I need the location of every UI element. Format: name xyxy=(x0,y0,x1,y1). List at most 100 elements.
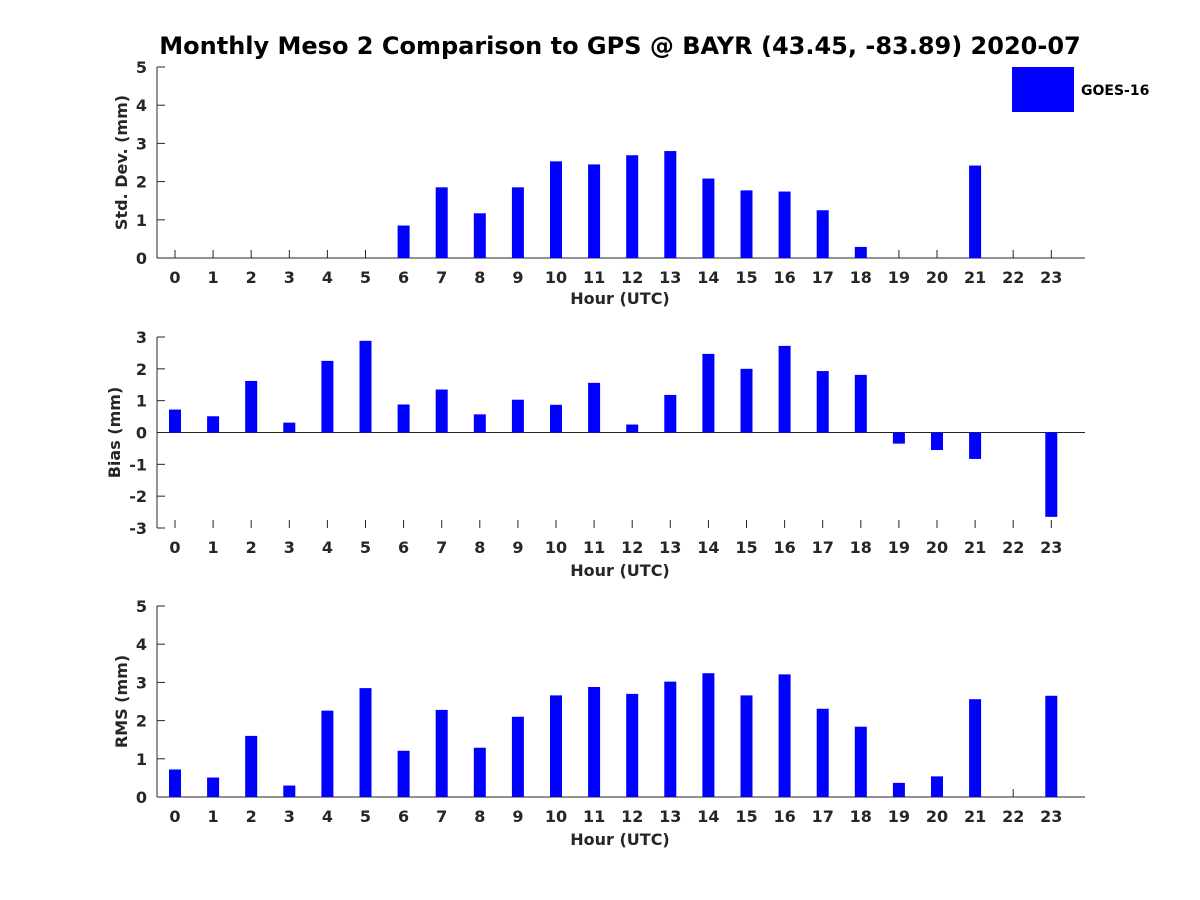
bar-std-dev-hour-17 xyxy=(816,210,829,258)
x-tick-label: 0 xyxy=(169,268,180,287)
bar-bias-hour-6 xyxy=(397,404,410,433)
x-tick-label: 1 xyxy=(208,807,219,826)
bar-rms-hour-16 xyxy=(778,674,791,797)
y-tick-label: 5 xyxy=(136,58,147,77)
y-tick-label: 0 xyxy=(136,424,147,443)
bar-rms-hour-0 xyxy=(169,769,181,797)
x-tick-label: 8 xyxy=(474,807,485,826)
bar-rms-hour-10 xyxy=(550,695,562,797)
bar-std-dev-hour-18 xyxy=(854,246,867,258)
y-tick-label: -2 xyxy=(129,487,147,506)
y-axis-label: RMS (mm) xyxy=(112,655,131,748)
bar-bias-hour-19 xyxy=(892,432,905,444)
x-tick-label: 18 xyxy=(850,538,872,557)
y-tick-label: 0 xyxy=(136,249,147,268)
x-tick-label: 16 xyxy=(773,268,795,287)
y-tick-label: 1 xyxy=(136,211,147,230)
bar-rms-hour-12 xyxy=(626,693,639,797)
x-tick-label: 8 xyxy=(474,268,485,287)
bar-rms-hour-5 xyxy=(359,688,372,797)
x-tick-label: 17 xyxy=(812,807,834,826)
x-tick-label: 11 xyxy=(583,538,605,557)
x-tick-label: 11 xyxy=(583,807,605,826)
x-tick-label: 15 xyxy=(735,538,757,557)
bar-bias-hour-13 xyxy=(664,394,677,433)
x-axis-label: Hour (UTC) xyxy=(570,289,670,308)
bar-rms-hour-1 xyxy=(207,777,220,797)
bar-rms-hour-15 xyxy=(740,695,753,797)
bar-bias-hour-8 xyxy=(473,414,486,433)
x-tick-label: 5 xyxy=(360,538,371,557)
x-tick-label: 14 xyxy=(697,268,719,287)
bar-rms-hour-3 xyxy=(283,785,296,797)
x-tick-label: 16 xyxy=(773,807,795,826)
x-tick-label: 4 xyxy=(322,538,333,557)
bar-std-dev-hour-6 xyxy=(397,225,410,258)
bar-rms-hour-7 xyxy=(435,709,448,797)
bar-rms-hour-4 xyxy=(321,710,334,797)
y-tick-label: 2 xyxy=(136,173,147,192)
x-tick-label: 17 xyxy=(812,538,834,557)
chart-title: Monthly Meso 2 Comparison to GPS @ BAYR … xyxy=(159,32,1080,60)
y-tick-label: 3 xyxy=(136,673,147,692)
legend: GOES-16 xyxy=(1012,67,1149,112)
bar-bias-hour-0 xyxy=(169,409,181,433)
bar-bias-hour-17 xyxy=(816,371,829,433)
x-tick-label: 1 xyxy=(208,538,219,557)
bar-rms-hour-19 xyxy=(892,782,905,797)
x-tick-label: 20 xyxy=(926,807,948,826)
y-tick-label: 5 xyxy=(136,597,147,616)
x-tick-label: 10 xyxy=(545,807,567,826)
y-tick-label: 1 xyxy=(136,750,147,769)
bar-bias-hour-3 xyxy=(283,422,296,433)
x-tick-label: 14 xyxy=(697,538,719,557)
x-tick-label: 21 xyxy=(964,268,986,287)
x-axis-label: Hour (UTC) xyxy=(570,561,670,580)
x-tick-label: 7 xyxy=(436,268,447,287)
x-tick-label: 15 xyxy=(735,268,757,287)
x-tick-label: 12 xyxy=(621,268,643,287)
bar-bias-hour-16 xyxy=(778,345,791,433)
bar-std-dev-hour-7 xyxy=(435,187,448,258)
bar-std-dev-hour-13 xyxy=(664,151,677,258)
bar-std-dev-hour-9 xyxy=(511,187,524,258)
bar-bias-hour-9 xyxy=(511,399,524,433)
x-tick-label: 5 xyxy=(360,807,371,826)
bar-std-dev-hour-12 xyxy=(626,155,639,258)
x-tick-label: 2 xyxy=(246,538,257,557)
y-tick-label: 4 xyxy=(136,96,147,115)
bar-bias-hour-10 xyxy=(550,404,562,433)
x-tick-label: 5 xyxy=(360,268,371,287)
y-tick-label: 3 xyxy=(136,134,147,153)
x-tick-label: 18 xyxy=(850,807,872,826)
bar-rms-hour-18 xyxy=(854,726,867,797)
x-tick-label: 9 xyxy=(512,807,523,826)
y-tick-label: 0 xyxy=(136,788,147,807)
x-tick-label: 22 xyxy=(1002,807,1024,826)
bar-rms-hour-2 xyxy=(245,735,258,797)
y-tick-label: 4 xyxy=(136,635,147,654)
x-tick-label: 18 xyxy=(850,268,872,287)
bar-bias-hour-21 xyxy=(969,432,982,459)
x-tick-label: 6 xyxy=(398,268,409,287)
y-tick-label: 2 xyxy=(136,712,147,731)
bar-std-dev-hour-14 xyxy=(702,178,715,258)
x-tick-label: 6 xyxy=(398,807,409,826)
bar-bias-hour-14 xyxy=(702,353,715,433)
bar-bias-hour-18 xyxy=(854,374,867,433)
x-tick-label: 8 xyxy=(474,538,485,557)
bar-std-dev-hour-11 xyxy=(588,164,601,258)
legend-label: GOES-16 xyxy=(1081,83,1149,99)
x-tick-label: 4 xyxy=(322,807,333,826)
x-tick-label: 14 xyxy=(697,807,719,826)
x-tick-label: 20 xyxy=(926,268,948,287)
x-tick-label: 10 xyxy=(545,538,567,557)
x-tick-label: 6 xyxy=(398,538,409,557)
y-axis-label: Std. Dev. (mm) xyxy=(112,95,131,230)
x-tick-label: 12 xyxy=(621,807,643,826)
bar-rms-hour-8 xyxy=(473,747,486,797)
bar-bias-hour-11 xyxy=(588,382,601,433)
bar-bias-hour-7 xyxy=(435,389,448,433)
bar-rms-hour-23 xyxy=(1045,695,1058,797)
bar-std-dev-hour-16 xyxy=(778,191,791,258)
